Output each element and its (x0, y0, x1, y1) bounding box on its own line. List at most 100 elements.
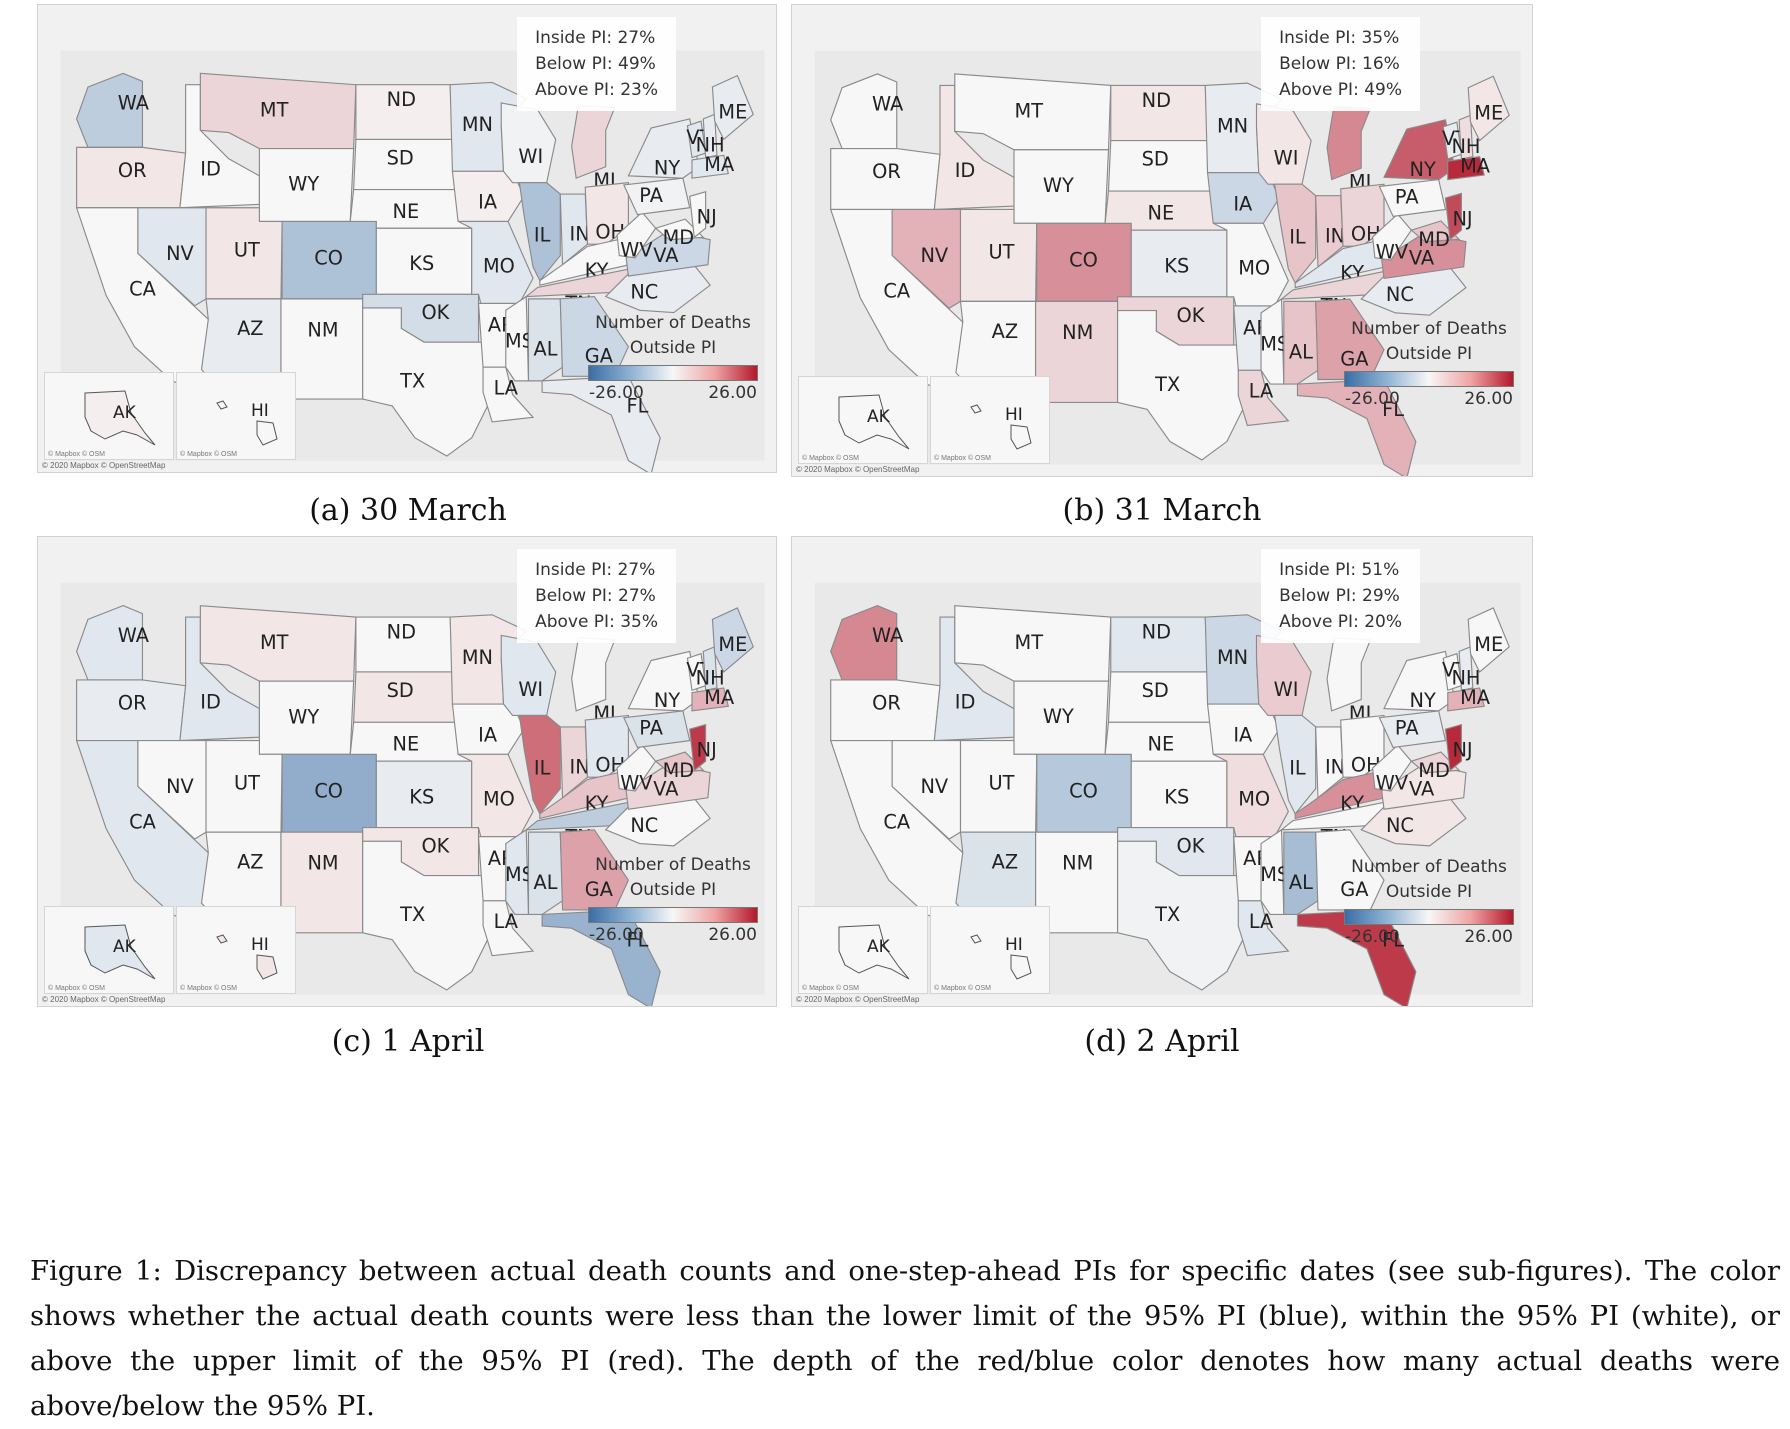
state-IL[interactable] (518, 714, 561, 815)
state-TX[interactable] (1117, 310, 1251, 461)
state-MA[interactable] (1447, 687, 1485, 712)
state-GA[interactable] (1315, 829, 1385, 911)
state-VA[interactable] (625, 229, 711, 277)
state-NV[interactable] (137, 740, 207, 840)
state-GA[interactable] (1315, 298, 1385, 381)
state-NV[interactable] (137, 207, 207, 307)
state-PA[interactable] (1378, 178, 1447, 217)
state-NJ[interactable] (689, 723, 707, 772)
state-AK[interactable] (838, 394, 910, 450)
state-ME[interactable] (711, 607, 754, 673)
state-FL[interactable] (541, 375, 661, 472)
state-VA[interactable] (1381, 762, 1467, 810)
state-WV[interactable] (616, 744, 657, 792)
state-VA[interactable] (625, 762, 711, 810)
state-MA[interactable] (691, 687, 730, 712)
state-label-MA: MA (704, 686, 735, 709)
state-MD[interactable] (654, 751, 705, 774)
state-NH[interactable] (1458, 114, 1474, 160)
state-MS[interactable] (505, 295, 530, 382)
state-MS[interactable] (1260, 828, 1285, 916)
state-HI[interactable] (970, 404, 982, 414)
inset-shape-HI (216, 934, 278, 980)
state-label-ND: ND (387, 88, 416, 111)
state-IA[interactable] (451, 170, 525, 222)
state-MD[interactable] (654, 218, 705, 241)
state-FL[interactable] (1296, 909, 1417, 1006)
state-label-NV: NV (166, 775, 194, 798)
state-label-NE: NE (1148, 202, 1175, 225)
state-label-WY: WY (288, 172, 319, 195)
state-IA[interactable] (1206, 172, 1280, 224)
state-IA[interactable] (1206, 703, 1280, 755)
state-WV[interactable] (1372, 213, 1413, 261)
state-IL[interactable] (518, 182, 561, 282)
state-label-MN: MN (1217, 114, 1248, 137)
state-MA[interactable] (691, 154, 730, 179)
state-label-AL: AL (534, 338, 558, 361)
state-ME[interactable] (1467, 75, 1510, 142)
inset-HI: HI © Mapbox © OSM (930, 376, 1050, 464)
state-label-NJ: NJ (1452, 207, 1472, 230)
state-TX[interactable] (1117, 840, 1251, 991)
state-AL[interactable] (527, 298, 564, 382)
state-FL[interactable] (1296, 378, 1417, 476)
state-IL[interactable] (1274, 714, 1317, 815)
state-TX[interactable] (362, 307, 496, 457)
state-HI[interactable] (216, 400, 228, 410)
state-HI[interactable] (216, 934, 228, 944)
state-ME[interactable] (711, 74, 754, 141)
state-PA[interactable] (1378, 710, 1447, 749)
state-AK[interactable] (838, 924, 910, 980)
state-ME[interactable] (1467, 607, 1510, 673)
state-NV[interactable] (891, 208, 962, 309)
legend-title: Number of Deaths (1351, 319, 1507, 339)
state-GA[interactable] (559, 829, 630, 911)
state-NJ[interactable] (1444, 723, 1462, 772)
subcaption-c: (c) 1 April (331, 1024, 485, 1059)
state-NJ[interactable] (689, 191, 707, 239)
state-label-NM: NM (307, 318, 338, 341)
state-label-NY: NY (1410, 689, 1436, 712)
state-IA[interactable] (451, 703, 525, 755)
state-MS[interactable] (505, 828, 530, 916)
state-FL[interactable] (541, 909, 661, 1006)
state-WV[interactable] (1372, 744, 1413, 792)
state-AL[interactable] (1283, 300, 1319, 385)
state-label-ID: ID (200, 690, 221, 713)
state-label-OK: OK (421, 834, 450, 857)
state-HI[interactable] (970, 934, 982, 944)
state-NV[interactable] (891, 740, 962, 840)
inset-AK: AK © Mapbox © OSM (798, 906, 928, 994)
state-PA[interactable] (623, 710, 691, 749)
state-label-MT: MT (260, 631, 289, 654)
state-label-CA: CA (129, 277, 156, 300)
stat-below: Below PI: 16% (1279, 54, 1400, 74)
state-AK[interactable] (84, 924, 156, 980)
state-label-NE: NE (1148, 733, 1175, 756)
state-label-CO: CO (1069, 249, 1098, 272)
state-AK[interactable] (84, 390, 156, 446)
state-NH[interactable] (702, 113, 718, 159)
state-NH[interactable] (702, 645, 718, 691)
state-WV[interactable] (616, 211, 657, 259)
state-TX[interactable] (362, 840, 496, 991)
state-GA[interactable] (559, 296, 630, 377)
state-label-CO: CO (314, 246, 343, 269)
state-IL[interactable] (1274, 183, 1317, 285)
subcaption-a: (a) 30 March (309, 493, 507, 528)
state-PA[interactable] (623, 177, 691, 216)
state-AL[interactable] (1283, 831, 1319, 916)
state-VA[interactable] (1381, 231, 1467, 280)
state-MS[interactable] (1260, 298, 1285, 385)
state-label-MD: MD (1418, 759, 1450, 782)
state-MA[interactable] (1447, 155, 1485, 181)
state-MD[interactable] (1410, 220, 1461, 243)
state-AL[interactable] (527, 831, 564, 916)
state-label-WA: WA (872, 624, 904, 647)
state-NH[interactable] (1458, 645, 1474, 691)
hawaii-big-island (1010, 424, 1032, 450)
map-credit: © 2020 Mapbox © OpenStreetMap (796, 465, 920, 474)
state-NJ[interactable] (1444, 192, 1462, 241)
state-MD[interactable] (1410, 751, 1461, 774)
